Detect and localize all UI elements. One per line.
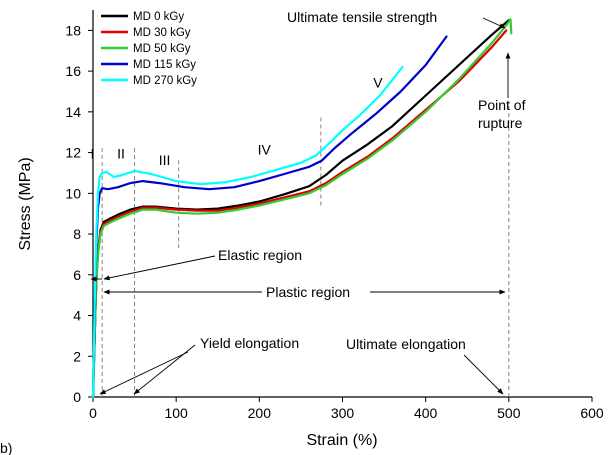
x-tick-label: 100 <box>164 405 188 421</box>
annotations: Ultimate tensile strength Point of ruptu… <box>90 9 526 395</box>
region-divider-lines <box>101 101 510 397</box>
legend-entry: MD 50 kGy <box>133 43 191 55</box>
yield-arrow-1 <box>133 344 196 395</box>
y-tick-label: 0 <box>73 389 81 405</box>
point-of-rupture-label-line1: Point of <box>478 97 526 113</box>
elastic-arrow <box>103 255 216 281</box>
panel-label: b) <box>0 440 12 455</box>
y-tick-label: 16 <box>65 63 81 79</box>
ultimate-elongation-label: Ultimate elongation <box>346 336 466 352</box>
series-line <box>91 35 448 399</box>
ultimate-elongation-arrow <box>463 354 504 395</box>
x-tick-label: 300 <box>331 405 355 421</box>
x-tick-label: 200 <box>248 405 272 421</box>
plastic-region-label: Plastic region <box>266 284 350 300</box>
yield-arrow-2 <box>99 351 189 395</box>
y-tick-label: 10 <box>65 185 81 201</box>
region-numeral: III <box>159 152 171 168</box>
legend-entry: MD 0 kGy <box>133 11 184 23</box>
legend: MD 0 kGy MD 30 kGy MD 50 kGy MD 115 kGy MD 2… <box>101 11 197 87</box>
y-tick-label: 4 <box>73 308 81 324</box>
x-tick-label: 600 <box>580 405 604 421</box>
y-tick-label: 2 <box>73 348 81 364</box>
region-numeral: I <box>91 146 95 162</box>
legend-entry: MD 115 kGy <box>133 59 196 71</box>
yield-elongation-label: Yield elongation <box>200 335 299 351</box>
point-of-rupture-label-line2: rupture <box>478 115 523 131</box>
x-axis-title: Strain (%) <box>306 432 377 449</box>
elastic-region-label: Elastic region <box>218 247 302 263</box>
uts-arrow <box>482 17 506 29</box>
region-numeral: V <box>373 74 383 90</box>
legend-entry: MD 270 kGy <box>133 75 197 87</box>
ultimate-tensile-strength-label: Ultimate tensile strength <box>287 9 437 25</box>
series-line <box>91 65 404 399</box>
y-tick-label: 18 <box>65 22 81 38</box>
region-numeral: II <box>117 146 125 162</box>
y-tick-label: 6 <box>73 267 81 283</box>
axis-ticks: 0 100 200 300 400 500 600 0 2 4 6 8 10 12 14 16 18 <box>65 22 603 421</box>
x-tick-label: 400 <box>414 405 438 421</box>
x-tick-label: 500 <box>497 405 521 421</box>
legend-entry: MD 30 kGy <box>133 27 191 39</box>
y-axis-title: Stress (MPa) <box>17 157 34 250</box>
series-line <box>91 18 513 399</box>
y-tick-label: 12 <box>65 145 81 161</box>
region-numeral: IV <box>258 142 272 158</box>
y-tick-label: 14 <box>65 104 81 120</box>
y-tick-label: 8 <box>73 226 81 242</box>
data-series <box>91 18 513 399</box>
x-tick-label: 0 <box>89 405 97 421</box>
